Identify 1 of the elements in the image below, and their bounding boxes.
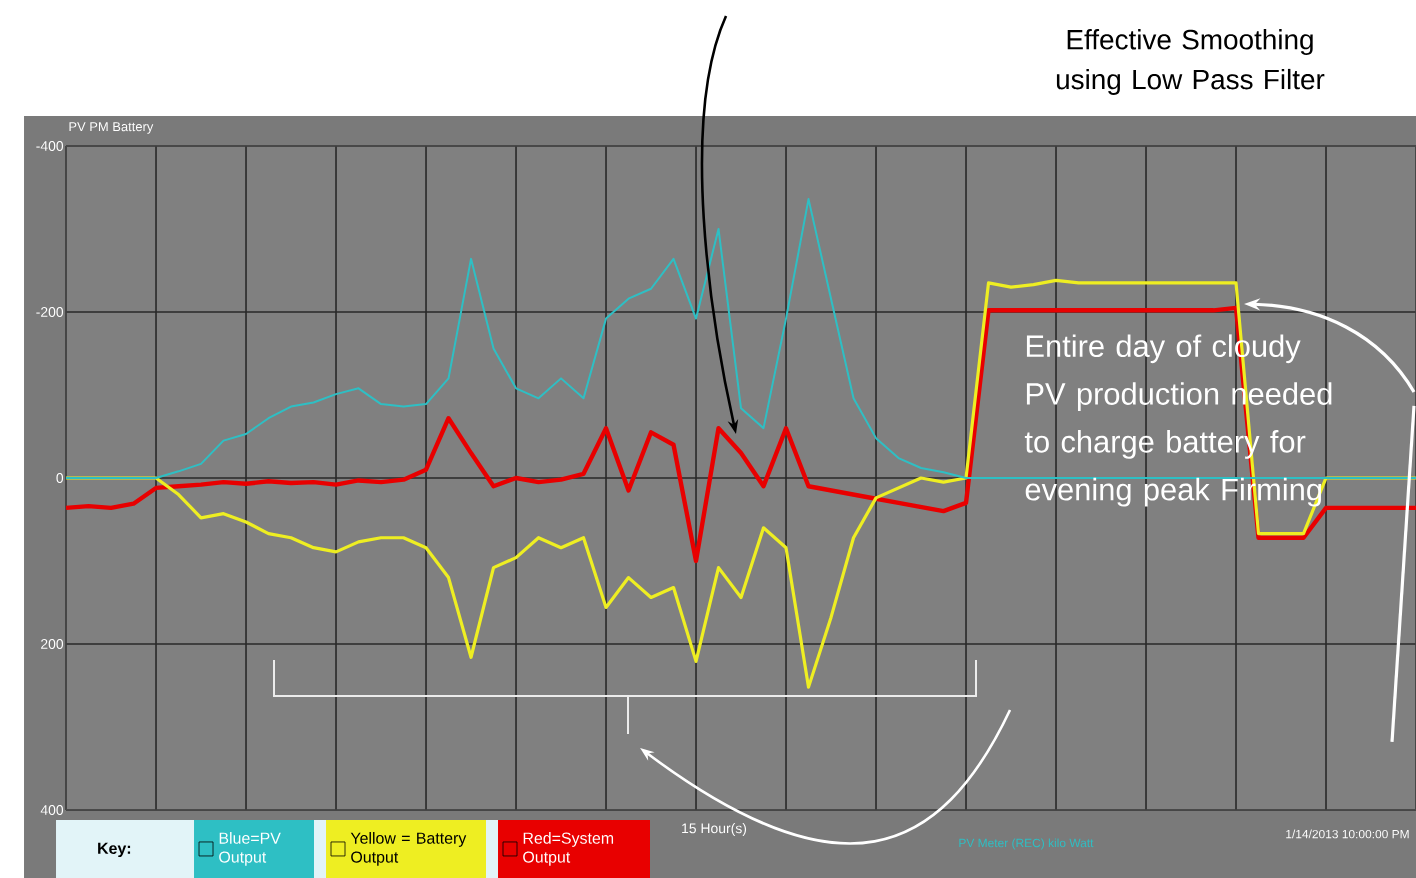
text: Effective Smoothing using Low Pass Filter <box>1056 29 1325 95</box>
